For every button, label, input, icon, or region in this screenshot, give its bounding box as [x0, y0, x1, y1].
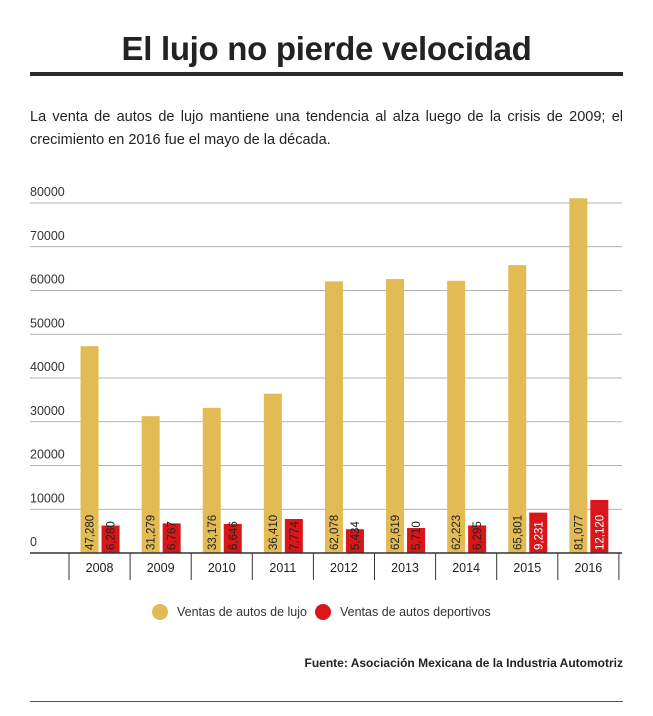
data-label-deportivos: 6,295: [472, 521, 484, 550]
data-label-lujo: 33,176: [207, 515, 219, 550]
source-note: Fuente: Asociación Mexicana de la Indust…: [304, 656, 624, 670]
data-label-deportivos: 5,710: [411, 521, 423, 550]
y-tick-label: 0: [30, 535, 37, 549]
data-label-lujo: 62,619: [390, 515, 402, 550]
y-tick-label: 80000: [30, 185, 65, 199]
data-label-lujo: 65,801: [512, 515, 524, 550]
chart-title: El lujo no pierde velocidad: [121, 30, 532, 67]
x-tick-label: 2014: [452, 561, 480, 575]
bar-lujo: [324, 281, 343, 553]
data-label-deportivos: 9,231: [533, 521, 545, 550]
x-tick-label: 2015: [513, 561, 541, 575]
data-label-deportivos: 12,120: [594, 515, 606, 550]
x-tick-label: 2016: [574, 561, 602, 575]
bar-lujo: [202, 407, 221, 553]
bar-deportivos: [468, 525, 487, 553]
y-tick-label: 70000: [30, 229, 65, 243]
x-tick-label: 2008: [86, 561, 114, 575]
y-tick-label: 20000: [30, 448, 65, 462]
bar-deportivos: [101, 525, 120, 553]
bar-deportivos: [162, 523, 181, 553]
y-tick-label: 40000: [30, 360, 65, 374]
bar-lujo: [569, 198, 588, 553]
x-tick-label: 2010: [208, 561, 236, 575]
legend-swatch-deportivos: [315, 604, 331, 620]
bar-deportivos: [284, 518, 303, 553]
y-tick-label: 60000: [30, 273, 65, 287]
bar-lujo: [263, 393, 282, 553]
x-tick-label: 2009: [147, 561, 175, 575]
data-label-lujo: 62,078: [329, 515, 341, 550]
y-tick-label: 30000: [30, 404, 65, 418]
x-tick-label: 2013: [391, 561, 419, 575]
bar-lujo: [386, 279, 405, 553]
data-label-lujo: 31,279: [146, 515, 158, 550]
bar-lujo: [447, 280, 466, 553]
legend-label-deportivos: Ventas de autos deportivos: [340, 605, 491, 619]
legend-item-lujo: Ventas de autos de lujo: [152, 604, 307, 620]
data-label-deportivos: 6,646: [228, 521, 240, 550]
bar-deportivos: [223, 523, 242, 553]
chart-subtitle: La venta de autos de lujo mantiene una t…: [30, 109, 623, 148]
bar-lujo: [508, 265, 527, 553]
data-label-lujo: 62,223: [451, 515, 463, 550]
bottom-divider: [30, 701, 623, 702]
bar-deportivos: [590, 499, 609, 553]
x-tick-label: 2011: [269, 561, 296, 575]
legend-swatch-lujo: [152, 604, 168, 620]
data-label-deportivos: 6,767: [167, 521, 179, 550]
data-label-deportivos: 5,434: [350, 521, 362, 550]
data-label-deportivos: 6,280: [106, 521, 118, 550]
data-label-lujo: 47,280: [85, 515, 97, 550]
y-tick-label: 10000: [30, 491, 65, 505]
bar-deportivos: [407, 528, 426, 553]
bar-deportivos: [529, 512, 548, 553]
y-tick-label: 50000: [30, 316, 65, 330]
bar-lujo: [80, 346, 99, 553]
legend-item-deportivos: Ventas de autos deportivos: [315, 604, 491, 620]
data-label-lujo: 81,077: [573, 515, 585, 550]
bar-deportivos: [345, 529, 364, 553]
data-label-lujo: 36,410: [268, 515, 280, 550]
data-label-deportivos: 7,774: [289, 521, 301, 550]
legend-label-lujo: Ventas de autos de lujo: [177, 605, 307, 619]
title-divider: [30, 72, 623, 76]
x-tick-label: 2012: [330, 561, 358, 575]
bar-chart: 0 10000 20000 30000 40000 50000 60000 70000 8000…: [30, 185, 622, 580]
chart-legend: Ventas de autos de lujo Ventas de autos …: [0, 604, 653, 624]
bar-lujo: [141, 416, 160, 553]
